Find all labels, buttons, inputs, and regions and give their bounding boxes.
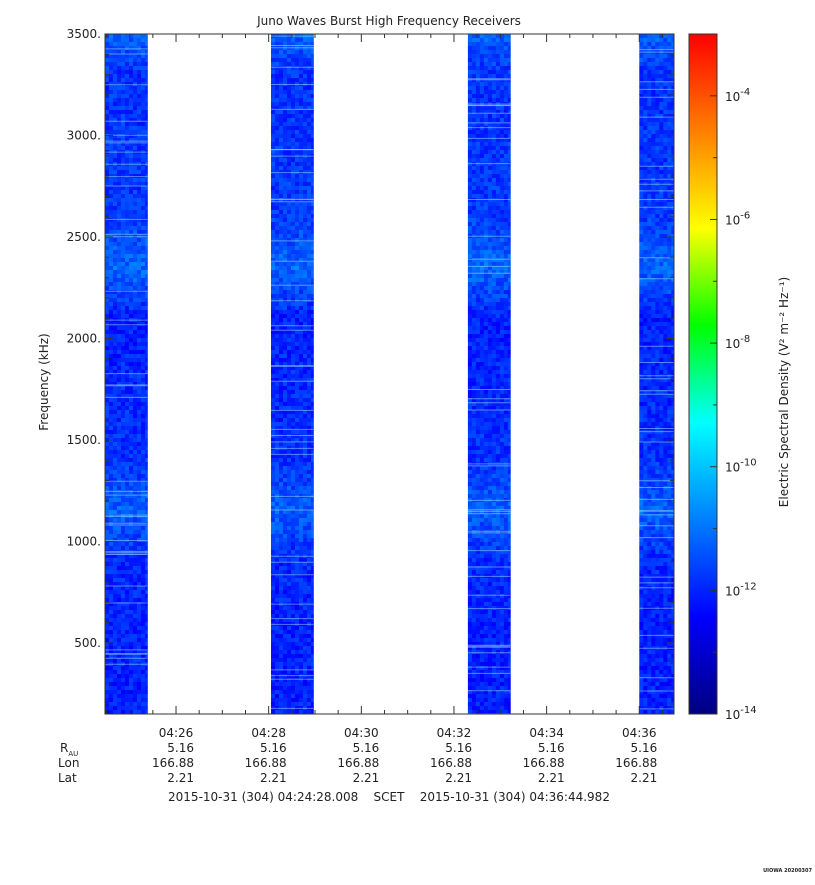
y-tick-label: 2000. bbox=[67, 331, 101, 345]
y-tick-label: 3000. bbox=[67, 128, 101, 142]
ephemeris-value: 166.88 bbox=[337, 756, 379, 770]
x-tick-label: 04:32 bbox=[437, 726, 472, 740]
ephemeris-value: 2.21 bbox=[260, 771, 287, 785]
ephemeris-value: 166.88 bbox=[245, 756, 287, 770]
ephemeris-value: 5.16 bbox=[353, 741, 380, 755]
spectrogram-band bbox=[105, 34, 148, 714]
ephemeris-value: 5.16 bbox=[631, 741, 658, 755]
ephemeris-value: 2.21 bbox=[538, 771, 565, 785]
ephemeris-value: 5.16 bbox=[538, 741, 565, 755]
colorbar-gradient bbox=[689, 34, 717, 714]
ephemeris-table: RAULonLat5.16166.882.215.16166.882.215.1… bbox=[58, 741, 657, 785]
ephemeris-value: 166.88 bbox=[430, 756, 472, 770]
colorbar-tick-label: 10-8 bbox=[725, 334, 750, 351]
ephemeris-row-label: Lon bbox=[58, 756, 79, 770]
colorbar-tick-label: 10-10 bbox=[725, 458, 757, 475]
y-axis-label: Frequency (kHz) bbox=[37, 333, 51, 430]
y-tick-label: 3500. bbox=[67, 27, 101, 41]
ephemeris-value: 2.21 bbox=[445, 771, 472, 785]
colorbar-label: Electric Spectral Density (V² m⁻² Hz⁻¹) bbox=[777, 277, 791, 507]
colorbar-tick-label: 10-14 bbox=[725, 705, 757, 722]
plot-area bbox=[105, 34, 674, 714]
x-tick-label: 04:26 bbox=[159, 726, 194, 740]
chart-title: Juno Waves Burst High Frequency Receiver… bbox=[256, 14, 521, 28]
colorbar-tick-label: 10-6 bbox=[725, 210, 750, 227]
time-range-label: 2015-10-31 (304) 04:24:28.008 SCET 2015-… bbox=[168, 790, 610, 804]
spectrogram-band bbox=[271, 34, 314, 714]
x-tick-label: 04:28 bbox=[251, 726, 286, 740]
ephemeris-value: 166.88 bbox=[615, 756, 657, 770]
ephemeris-value: 5.16 bbox=[445, 741, 472, 755]
colorbar-tick-label: 10-12 bbox=[725, 581, 757, 598]
y-tick-label: 1500. bbox=[67, 433, 101, 447]
colorbar: 10-14 10-12 10-10 10-8 10-6 10-4 bbox=[689, 34, 757, 722]
x-tick-label: 04:34 bbox=[529, 726, 564, 740]
spectrogram-band bbox=[639, 34, 674, 714]
y-tick-label: 1000. bbox=[67, 534, 101, 548]
y-tick-label: 500. bbox=[74, 636, 101, 650]
ephemeris-value: 5.16 bbox=[167, 741, 194, 755]
ephemeris-value: 2.21 bbox=[353, 771, 380, 785]
y-tick-label: 2500. bbox=[67, 230, 101, 244]
ephemeris-value: 166.88 bbox=[152, 756, 194, 770]
ephemeris-row-label: Lat bbox=[58, 771, 77, 785]
spectrogram-band bbox=[468, 34, 511, 714]
x-tick-label: 04:36 bbox=[622, 726, 657, 740]
ephemeris-value: 166.88 bbox=[523, 756, 565, 770]
ephemeris-value: 5.16 bbox=[260, 741, 287, 755]
colorbar-tick-label: 10-4 bbox=[725, 87, 750, 104]
x-tick-label: 04:30 bbox=[344, 726, 379, 740]
ephemeris-value: 2.21 bbox=[631, 771, 658, 785]
ephemeris-value: 2.21 bbox=[167, 771, 194, 785]
footer-stamp: UIOWA 20200307 bbox=[763, 868, 812, 874]
